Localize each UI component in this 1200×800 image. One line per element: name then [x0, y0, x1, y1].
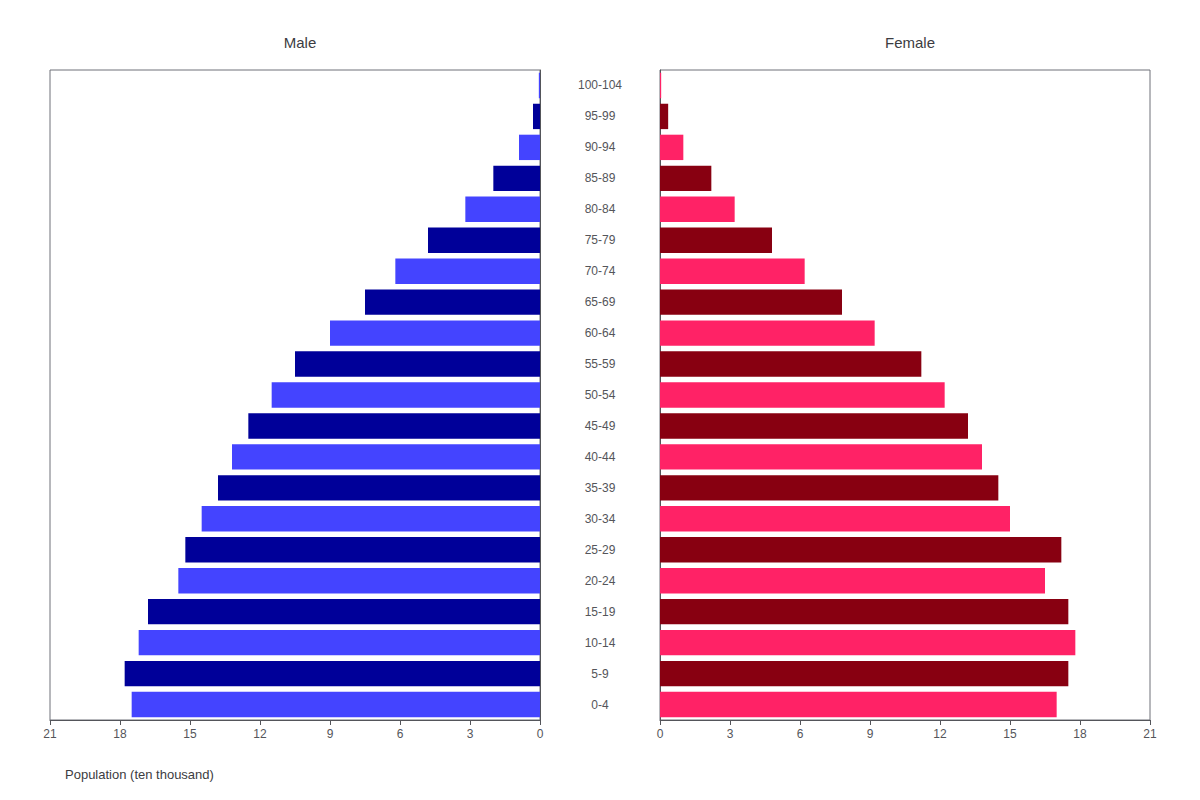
svg-text:20-24: 20-24: [585, 574, 616, 588]
svg-text:0: 0: [537, 727, 544, 741]
svg-text:9: 9: [867, 727, 874, 741]
svg-text:35-39: 35-39: [585, 481, 616, 495]
svg-text:45-49: 45-49: [585, 419, 616, 433]
svg-text:3: 3: [467, 727, 474, 741]
svg-text:65-69: 65-69: [585, 295, 616, 309]
svg-text:21: 21: [1143, 727, 1157, 741]
svg-text:40-44: 40-44: [585, 450, 616, 464]
svg-text:Male: Male: [284, 34, 317, 51]
svg-text:95-99: 95-99: [585, 109, 616, 123]
svg-text:10-14: 10-14: [585, 636, 616, 650]
svg-text:100-104: 100-104: [578, 78, 622, 92]
svg-text:15-19: 15-19: [585, 605, 616, 619]
svg-text:3: 3: [727, 727, 734, 741]
svg-text:9: 9: [327, 727, 334, 741]
svg-text:0: 0: [657, 727, 664, 741]
svg-text:25-29: 25-29: [585, 543, 616, 557]
svg-text:18: 18: [1073, 727, 1087, 741]
svg-text:5-9: 5-9: [591, 667, 609, 681]
svg-text:60-64: 60-64: [585, 326, 616, 340]
svg-text:Population (ten thousand): Population (ten thousand): [65, 767, 214, 782]
svg-text:12: 12: [933, 727, 947, 741]
svg-text:6: 6: [797, 727, 804, 741]
svg-text:70-74: 70-74: [585, 264, 616, 278]
svg-text:15: 15: [183, 727, 197, 741]
svg-text:12: 12: [253, 727, 267, 741]
svg-text:75-79: 75-79: [585, 233, 616, 247]
svg-text:Female: Female: [885, 34, 935, 51]
svg-text:55-59: 55-59: [585, 357, 616, 371]
svg-text:0-4: 0-4: [591, 698, 609, 712]
svg-text:15: 15: [1003, 727, 1017, 741]
svg-text:30-34: 30-34: [585, 512, 616, 526]
svg-text:6: 6: [397, 727, 404, 741]
svg-text:85-89: 85-89: [585, 171, 616, 185]
svg-text:21: 21: [43, 727, 57, 741]
svg-text:18: 18: [113, 727, 127, 741]
svg-text:90-94: 90-94: [585, 140, 616, 154]
svg-text:50-54: 50-54: [585, 388, 616, 402]
svg-text:80-84: 80-84: [585, 202, 616, 216]
